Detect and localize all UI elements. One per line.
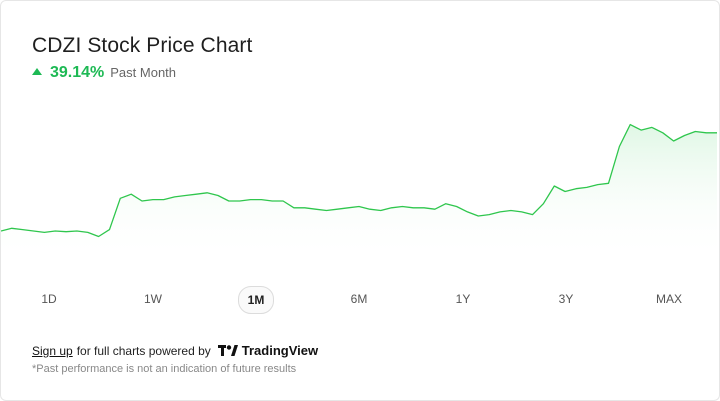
price-area <box>1 124 717 261</box>
range-1m-button[interactable]: 1M <box>238 286 274 314</box>
footer-attribution: Sign up for full charts powered by Tradi… <box>32 343 318 358</box>
range-max-button[interactable]: MAX <box>655 292 683 306</box>
disclaimer: *Past performance is not an indication o… <box>32 363 297 375</box>
page-title: CDZI Stock Price Chart <box>32 34 253 57</box>
range-1w-button[interactable]: 1W <box>144 292 162 306</box>
signup-text: for full charts powered by <box>76 343 211 358</box>
price-change: 39.14% Past Month <box>32 64 176 82</box>
tradingview-name: TradingView <box>241 343 319 358</box>
price-line <box>1 123 717 238</box>
signup-link[interactable]: Sign up <box>32 343 73 358</box>
change-percent: 39.14% <box>50 64 105 81</box>
change-period: Past Month <box>110 65 177 80</box>
range-1y-button[interactable]: 1Y <box>455 292 471 306</box>
arrow-up-icon <box>32 68 42 75</box>
range-1d-button[interactable]: 1D <box>41 292 57 306</box>
tradingview-brand[interactable]: TradingView <box>217 343 319 358</box>
range-6m-button[interactable]: 6M <box>350 292 368 306</box>
time-range-selector: 1D 1W 1M 6M 1Y 3Y MAX <box>1 286 719 314</box>
range-3y-button[interactable]: 3Y <box>558 292 574 306</box>
tradingview-logo-icon <box>217 345 238 356</box>
price-chart <box>1 123 717 261</box>
